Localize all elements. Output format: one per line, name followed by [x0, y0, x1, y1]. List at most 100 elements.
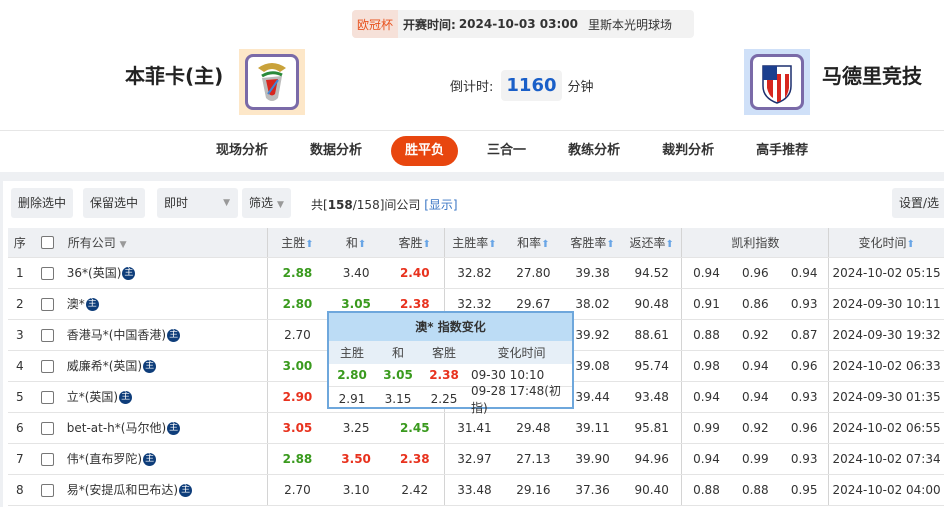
tab-coach-analysis[interactable]: 教练分析 — [568, 143, 621, 158]
table-row[interactable]: 6 bet-at-h*(马尔他) 主 3.05 3.25 2.45 31.41 29.4… — [8, 412, 944, 444]
home-rate: 32.82 — [443, 257, 504, 289]
countdown-value: 1160 — [501, 70, 562, 101]
company-cell[interactable]: 澳* 主 — [63, 288, 268, 320]
col-draw[interactable]: 和⬆ — [326, 228, 386, 258]
col-draw-rate[interactable]: 和率⬆ — [503, 228, 563, 258]
tab-live-analysis[interactable]: 现场分析 — [216, 143, 269, 158]
mode-select[interactable]: 即时 ▼ — [157, 188, 238, 218]
tab-data-analysis[interactable]: 数据分析 — [310, 143, 363, 158]
company-cell[interactable]: 36*(英国) 主 — [63, 257, 268, 289]
change-time: 2024-09-30 10:11 — [828, 288, 944, 320]
row-select[interactable] — [31, 412, 64, 444]
filter-select[interactable]: 筛选 ▼ — [242, 188, 291, 218]
kelly-draw: 0.92 — [730, 412, 780, 444]
away-team-logo[interactable] — [744, 49, 810, 115]
row-select[interactable] — [31, 350, 64, 382]
company-name[interactable]: 伟*(直布罗陀) — [66, 452, 143, 466]
atletico-crest-icon — [762, 65, 792, 104]
company-cell[interactable]: 香港马*(中国香港) 主 — [63, 319, 268, 351]
row-checkbox[interactable] — [41, 452, 55, 466]
kelly-home: 0.94 — [681, 257, 731, 289]
settings-button[interactable]: 设置/选 — [892, 188, 944, 218]
tab-referee-analysis[interactable]: 裁判分析 — [662, 143, 715, 158]
row-checkbox[interactable] — [41, 266, 55, 280]
return-rate: 94.52 — [622, 257, 682, 289]
table-row[interactable]: 7 伟*(直布罗陀) 主 2.88 3.50 2.38 32.97 27.13 39.90… — [8, 443, 944, 475]
row-index: 7 — [8, 443, 32, 475]
league-badge[interactable]: 欧冠杯 — [352, 10, 399, 38]
table-row[interactable]: 1 36*(英国) 主 2.88 3.40 2.40 32.82 27.80 39.38 9… — [8, 257, 944, 289]
tab-expert-picks[interactable]: 高手推荐 — [756, 143, 809, 158]
row-index: 5 — [8, 381, 32, 413]
col-select-all[interactable] — [31, 228, 64, 258]
show-link[interactable]: [显示] — [424, 198, 458, 212]
tab-1x2[interactable]: 胜平负 — [391, 136, 459, 166]
col-home[interactable]: 主胜⬆ — [267, 228, 327, 258]
col-index: 序 — [8, 228, 32, 258]
row-index: 2 — [8, 288, 32, 320]
row-checkbox[interactable] — [41, 390, 55, 404]
select-all-checkbox[interactable] — [41, 236, 55, 250]
delete-selected-button[interactable]: 删除选中 — [11, 188, 74, 218]
col-home-rate[interactable]: 主胜率⬆ — [443, 228, 504, 258]
company-cell[interactable]: bet-at-h*(马尔他) 主 — [63, 412, 268, 444]
draw-rate: 29.48 — [503, 412, 563, 444]
company-cell[interactable]: 立*(英国) 主 — [63, 381, 268, 413]
tab-three-in-one[interactable]: 三合一 — [487, 143, 527, 158]
row-select[interactable] — [31, 257, 64, 289]
kelly-away: 0.95 — [779, 474, 829, 506]
return-rate: 93.48 — [622, 381, 682, 413]
row-select[interactable] — [31, 443, 64, 475]
row-select[interactable] — [31, 381, 64, 413]
company-name[interactable]: 易*(安提瓜和巴布达) — [66, 483, 179, 497]
home-badge-icon: 主 — [122, 267, 136, 280]
return-rate: 88.61 — [622, 319, 682, 351]
sort-arrow-icon: ⬆ — [488, 238, 497, 250]
row-checkbox[interactable] — [41, 483, 55, 497]
row-checkbox[interactable] — [41, 297, 55, 311]
company-cell[interactable]: 伟*(直布罗陀) 主 — [63, 443, 268, 475]
row-checkbox[interactable] — [41, 359, 55, 373]
home-odds: 2.88 — [267, 443, 327, 475]
away-odds: 2.42 — [385, 474, 445, 506]
company-name[interactable]: 香港马*(中国香港) — [66, 328, 167, 342]
kelly-away: 0.93 — [779, 381, 829, 413]
kelly-home: 0.88 — [681, 474, 731, 506]
home-team-logo[interactable] — [239, 49, 305, 115]
popup-row: 2.91 3.15 2.25 09-28 17:48(初指) — [338, 383, 561, 415]
table-row[interactable]: 8 易*(安提瓜和巴布达) 主 2.70 3.10 2.42 33.48 29.16 37… — [8, 474, 944, 506]
kelly-draw: 0.92 — [730, 319, 780, 351]
kelly-home: 0.94 — [681, 381, 731, 413]
kelly-away: 0.96 — [779, 350, 829, 382]
company-name[interactable]: bet-at-h*(马尔他) — [66, 421, 167, 435]
draw-odds: 3.10 — [326, 474, 386, 506]
company-name[interactable]: 36*(英国) — [66, 266, 122, 280]
kelly-away: 0.96 — [779, 412, 829, 444]
company-cell[interactable]: 威廉希*(英国) 主 — [63, 350, 268, 382]
return-rate: 90.48 — [622, 288, 682, 320]
keep-selected-button[interactable]: 保留选中 — [83, 188, 146, 218]
away-team-name[interactable]: 马德里竞技 — [822, 64, 922, 88]
home-odds: 3.05 — [267, 412, 327, 444]
company-cell[interactable]: 易*(安提瓜和巴布达) 主 — [63, 474, 268, 506]
chevron-down-icon: ▼ — [119, 239, 127, 250]
mode-value: 即时 — [164, 196, 189, 210]
col-away-rate[interactable]: 客胜率⬆ — [562, 228, 623, 258]
return-rate: 94.96 — [622, 443, 682, 475]
row-select[interactable] — [31, 319, 64, 351]
col-kelly: 凯利指数 — [681, 228, 829, 258]
home-badge-icon: 主 — [85, 298, 99, 311]
col-company[interactable]: 所有公司 ▼ — [63, 228, 268, 258]
row-checkbox[interactable] — [41, 328, 55, 342]
home-badge-icon: 主 — [143, 360, 157, 373]
col-change-time[interactable]: 变化时间⬆ — [828, 228, 944, 258]
col-return-rate[interactable]: 返还率⬆ — [622, 228, 682, 258]
home-team-name[interactable]: 本菲卡(主) — [125, 64, 224, 88]
col-away[interactable]: 客胜⬆ — [385, 228, 445, 258]
company-name[interactable]: 威廉希*(英国) — [66, 359, 143, 373]
company-name[interactable]: 立*(英国) — [66, 390, 119, 404]
company-name[interactable]: 澳* — [66, 297, 85, 311]
row-checkbox[interactable] — [41, 421, 55, 435]
row-select[interactable] — [31, 288, 64, 320]
row-select[interactable] — [31, 474, 64, 506]
